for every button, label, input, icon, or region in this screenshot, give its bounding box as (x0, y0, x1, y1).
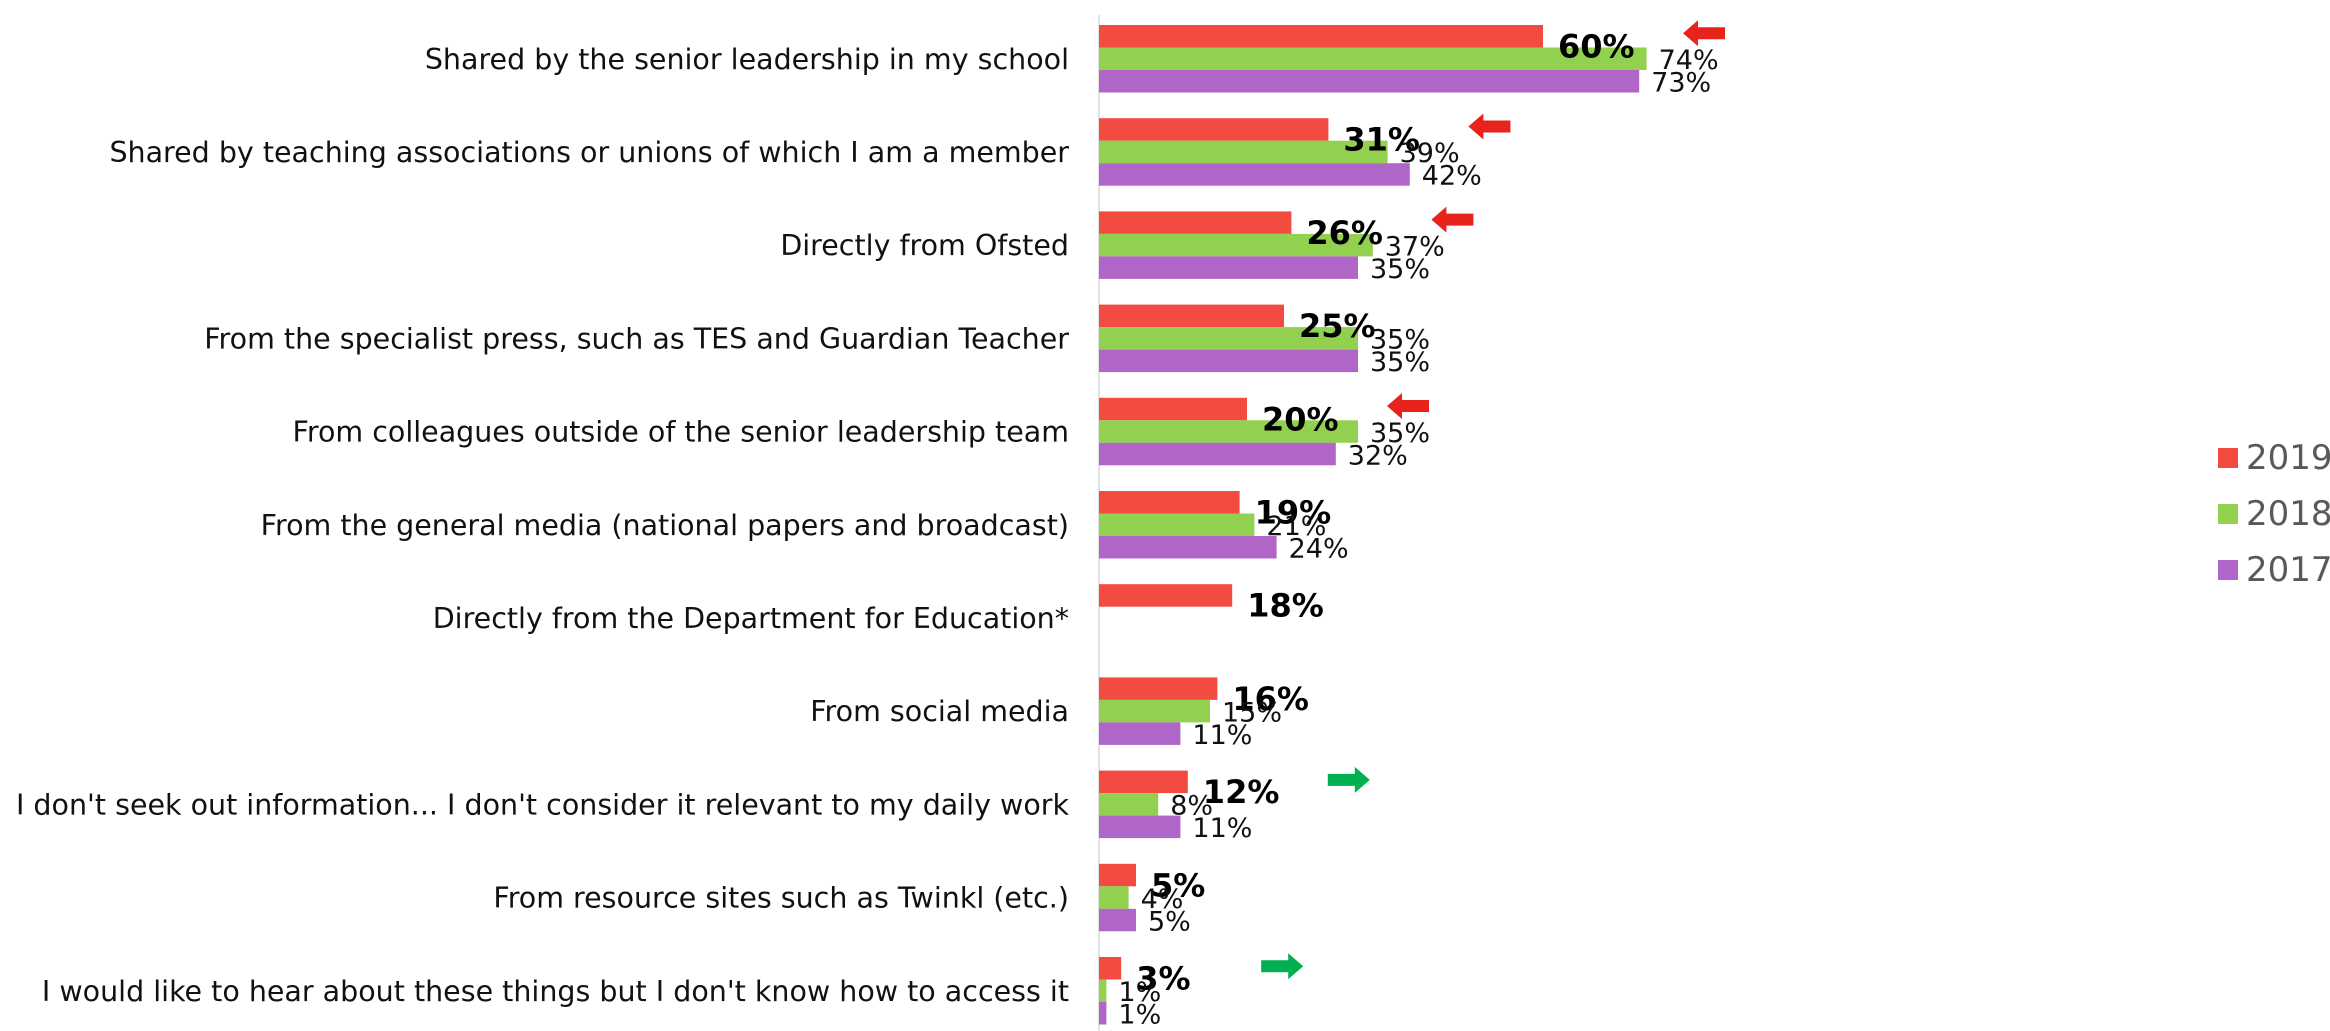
bar-2019 (1099, 397, 1247, 421)
category-label: Shared by teaching associations or union… (109, 136, 1069, 169)
bar-2018 (1099, 793, 1159, 816)
data-label-2019: 16% (1232, 680, 1309, 718)
trend-down-arrow-icon (1683, 20, 1725, 47)
labels-layer: Shared by the senior leadership in my sc… (16, 28, 1719, 1031)
bar-2017 (1099, 442, 1336, 466)
bar-2019 (1099, 25, 1543, 48)
data-label-2017: 32% (1348, 440, 1408, 471)
trend-up-arrow-icon (1261, 953, 1304, 980)
data-label-2018: 1% (1118, 977, 1161, 1008)
data-label-2017: 24% (1289, 534, 1349, 565)
category-label: From resource sites such as Twinkl (etc.… (493, 882, 1069, 915)
data-label-2019: 26% (1306, 214, 1383, 252)
data-label-2017: 11% (1192, 720, 1252, 751)
bar-2017 (1099, 908, 1136, 932)
bar-2018 (1099, 699, 1210, 723)
data-label-2018: 35% (1370, 325, 1430, 356)
bars-layer (1099, 25, 1647, 1025)
data-label-2019: 12% (1203, 773, 1280, 811)
bar-2018 (1099, 886, 1129, 909)
bar-2018 (1099, 420, 1358, 443)
data-label-2019: 31% (1343, 121, 1420, 159)
data-label-2019: 60% (1558, 28, 1635, 66)
legend-swatch-2018 (2218, 504, 2238, 524)
data-label-2017: 1% (1118, 1000, 1161, 1031)
data-label-2017: 11% (1192, 813, 1252, 844)
data-label-2019: 5% (1151, 866, 1205, 904)
data-label-2019: 19% (1255, 494, 1332, 532)
data-label-2019: 3% (1136, 960, 1190, 998)
bar-2017 (1099, 163, 1410, 186)
legend-label-2019: 2019 (2246, 438, 2330, 478)
trend-arrows-layer (1261, 20, 1725, 980)
legend-label-2018: 2018 (2246, 494, 2330, 534)
category-label: Directly from the Department for Educati… (433, 602, 1069, 635)
trend-down-arrow-icon (1387, 393, 1429, 420)
bar-2018 (1099, 47, 1647, 70)
bar-2019 (1099, 304, 1284, 328)
bar-2017 (1099, 349, 1358, 373)
bar-2017 (1099, 70, 1640, 93)
bar-2017 (1099, 1002, 1107, 1025)
legend-label-2017: 2017 (2246, 550, 2330, 590)
bar-2017 (1099, 815, 1181, 839)
data-label-2017: 73% (1651, 68, 1711, 99)
trend-up-arrow-icon (1327, 766, 1370, 793)
bar-2019 (1099, 863, 1136, 887)
trend-down-arrow-icon (1431, 206, 1474, 233)
bar-2019 (1099, 957, 1122, 980)
data-label-2018: 37% (1385, 231, 1445, 262)
bar-2019 (1099, 491, 1240, 514)
bar-2017 (1099, 256, 1358, 279)
legend-swatch-2019 (2218, 448, 2238, 468)
category-label: Directly from Ofsted (780, 229, 1069, 262)
data-label-2019: 18% (1247, 587, 1324, 625)
bar-2018 (1099, 979, 1107, 1002)
category-label: From the general media (national papers … (261, 509, 1069, 542)
data-label-2019: 20% (1262, 400, 1339, 438)
category-label: I don't seek out information... I don't … (16, 788, 1070, 821)
bar-2019 (1099, 677, 1218, 700)
bar-2017 (1099, 722, 1181, 745)
trend-down-arrow-icon (1468, 113, 1511, 140)
data-label-2017: 35% (1370, 347, 1430, 378)
bar-2019 (1099, 118, 1329, 141)
bar-2018 (1099, 513, 1255, 536)
category-label: From social media (810, 695, 1069, 728)
category-label: I would like to hear about these things … (42, 975, 1069, 1008)
data-label-2018: 35% (1370, 418, 1430, 449)
data-label-2018: 15% (1222, 697, 1282, 728)
legend-swatch-2017 (2218, 560, 2238, 580)
data-label-2018: 74% (1659, 45, 1719, 76)
category-label: From colleagues outside of the senior le… (293, 416, 1069, 449)
legend: 2019 2018 2017 (2218, 438, 2330, 590)
data-label-2019: 25% (1299, 307, 1376, 345)
bar-2019 (1099, 211, 1292, 234)
bar-2017 (1099, 536, 1277, 559)
category-label: From the specialist press, such as TES a… (204, 322, 1069, 355)
category-label: Shared by the senior leadership in my sc… (425, 43, 1069, 76)
data-label-2017: 5% (1148, 906, 1191, 937)
bar-2018 (1099, 327, 1358, 350)
data-label-2018: 4% (1141, 884, 1184, 915)
data-label-2018: 21% (1266, 511, 1326, 542)
data-label-2017: 35% (1370, 254, 1430, 285)
data-label-2018: 39% (1400, 138, 1460, 169)
bar-2018 (1099, 140, 1388, 164)
bar-2019 (1099, 584, 1233, 607)
data-label-2017: 42% (1422, 161, 1482, 192)
bar-2018 (1099, 233, 1373, 257)
data-label-2018: 8% (1170, 791, 1213, 822)
bar-2019 (1099, 770, 1188, 794)
